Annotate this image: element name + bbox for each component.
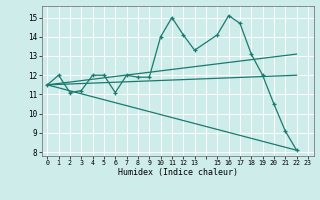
X-axis label: Humidex (Indice chaleur): Humidex (Indice chaleur): [118, 168, 237, 177]
